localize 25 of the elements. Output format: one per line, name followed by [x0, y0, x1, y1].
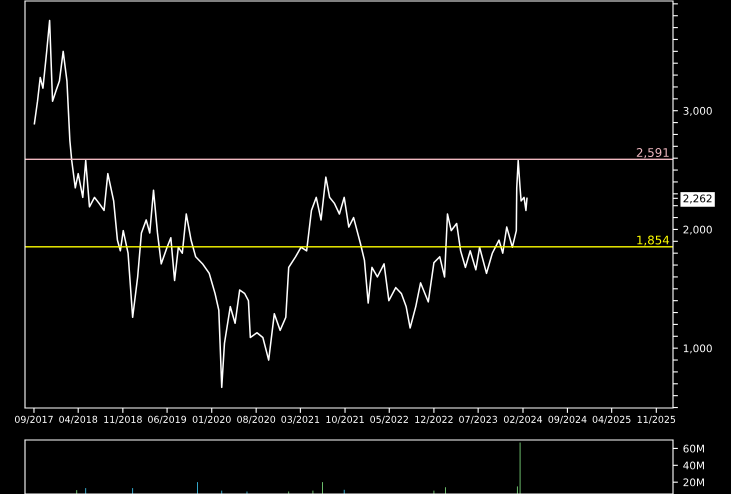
x-tick-label: 04/2018 [59, 416, 98, 424]
x-tick-label: 11/2025 [638, 416, 676, 424]
y-tick-label: 2,000 [683, 226, 712, 235]
y-tick-label: 3,000 [684, 106, 712, 116]
x-tick-label: 07/2023 [459, 416, 497, 424]
x-tick-label: 08/2020 [237, 416, 276, 424]
x-tick-label: 09/2024 [548, 416, 587, 424]
x-tick-label: 10/2021 [326, 416, 364, 424]
y-tick-label: 60M [683, 444, 704, 453]
ref-line-label: 2,591 [636, 148, 669, 158]
ref-line-label: 1,854 [637, 236, 670, 246]
y-tick-label: 1,000 [684, 344, 712, 354]
x-tick-label: 09/2017 [14, 416, 53, 424]
x-tick-label: 04/2025 [592, 416, 630, 424]
x-tick-label: 12/2022 [415, 416, 453, 424]
x-tick-label: 01/2020 [192, 416, 231, 424]
y-tick-label: 40M [683, 462, 704, 470]
y-tick-label: 20M [683, 478, 704, 486]
line-series [34, 20, 528, 388]
y-tick-label: 2,262 [683, 194, 712, 204]
x-tick-label: 06/2019 [148, 416, 186, 424]
x-tick-label: 03/2021 [281, 416, 320, 424]
x-tick-label: 05/2022 [370, 416, 408, 424]
x-tick-label: 02/2024 [504, 416, 542, 424]
x-tick-label: 11/2018 [104, 416, 142, 424]
